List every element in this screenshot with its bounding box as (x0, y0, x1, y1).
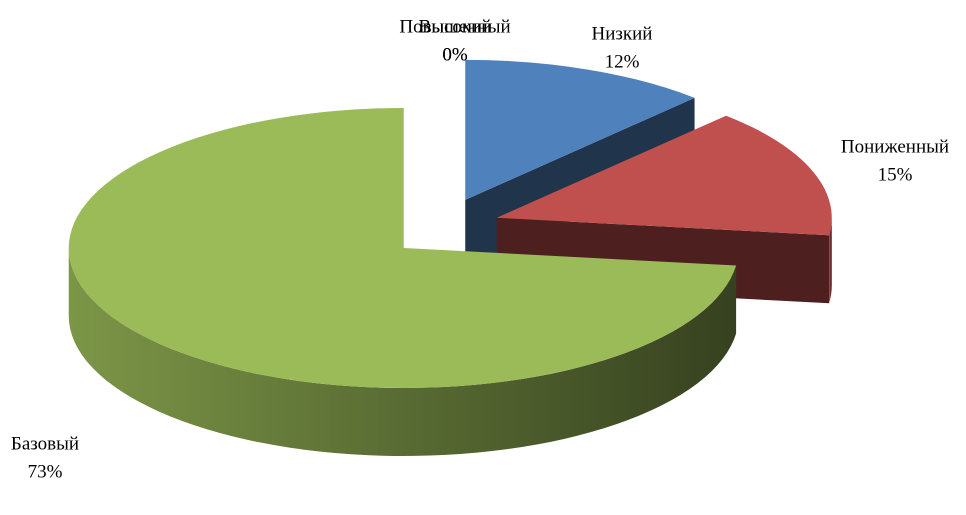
slice-wall (68, 248, 737, 457)
data-label-name: Пониженный (841, 136, 949, 157)
data-label-value: 0% (442, 44, 468, 65)
slice-top (496, 115, 832, 236)
data-label-name: Высокий (419, 16, 492, 37)
data-label-value: 73% (28, 461, 63, 482)
data-label-value: 0% (442, 44, 468, 65)
data-label-name: Базовый (11, 433, 79, 454)
slice-wall (829, 217, 832, 304)
data-label-value: 12% (605, 51, 640, 72)
data-label-value: 15% (878, 164, 913, 185)
data-label-name: Низкий (592, 23, 653, 44)
data-label-name: Повышенный (399, 16, 510, 37)
slice-top (465, 59, 695, 200)
slice-top (68, 108, 737, 389)
slice (68, 108, 737, 457)
